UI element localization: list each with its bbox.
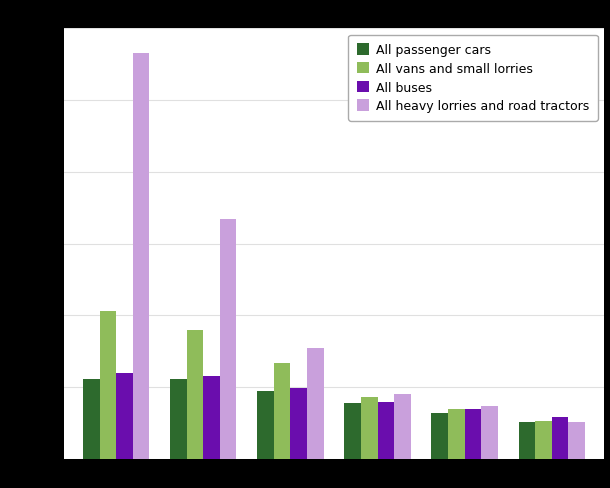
Bar: [551, 418, 568, 459]
Bar: [568, 422, 585, 459]
Bar: [535, 421, 551, 459]
Bar: [448, 409, 465, 459]
Legend: All passenger cars, All vans and small lorries, All buses, All heavy lorries and: All passenger cars, All vans and small l…: [348, 36, 598, 122]
Bar: [361, 397, 378, 459]
Bar: [220, 220, 237, 459]
Bar: [518, 422, 535, 459]
Bar: [170, 379, 187, 459]
Bar: [274, 364, 290, 459]
Bar: [481, 407, 498, 459]
Bar: [378, 402, 394, 459]
Bar: [203, 376, 220, 459]
Bar: [465, 409, 481, 459]
Bar: [394, 394, 411, 459]
Bar: [83, 379, 100, 459]
Bar: [100, 311, 117, 459]
Bar: [431, 413, 448, 459]
Bar: [187, 330, 203, 459]
Bar: [345, 404, 361, 459]
Bar: [133, 54, 149, 459]
Bar: [117, 373, 133, 459]
Bar: [257, 391, 274, 459]
Bar: [307, 348, 323, 459]
Bar: [290, 388, 307, 459]
